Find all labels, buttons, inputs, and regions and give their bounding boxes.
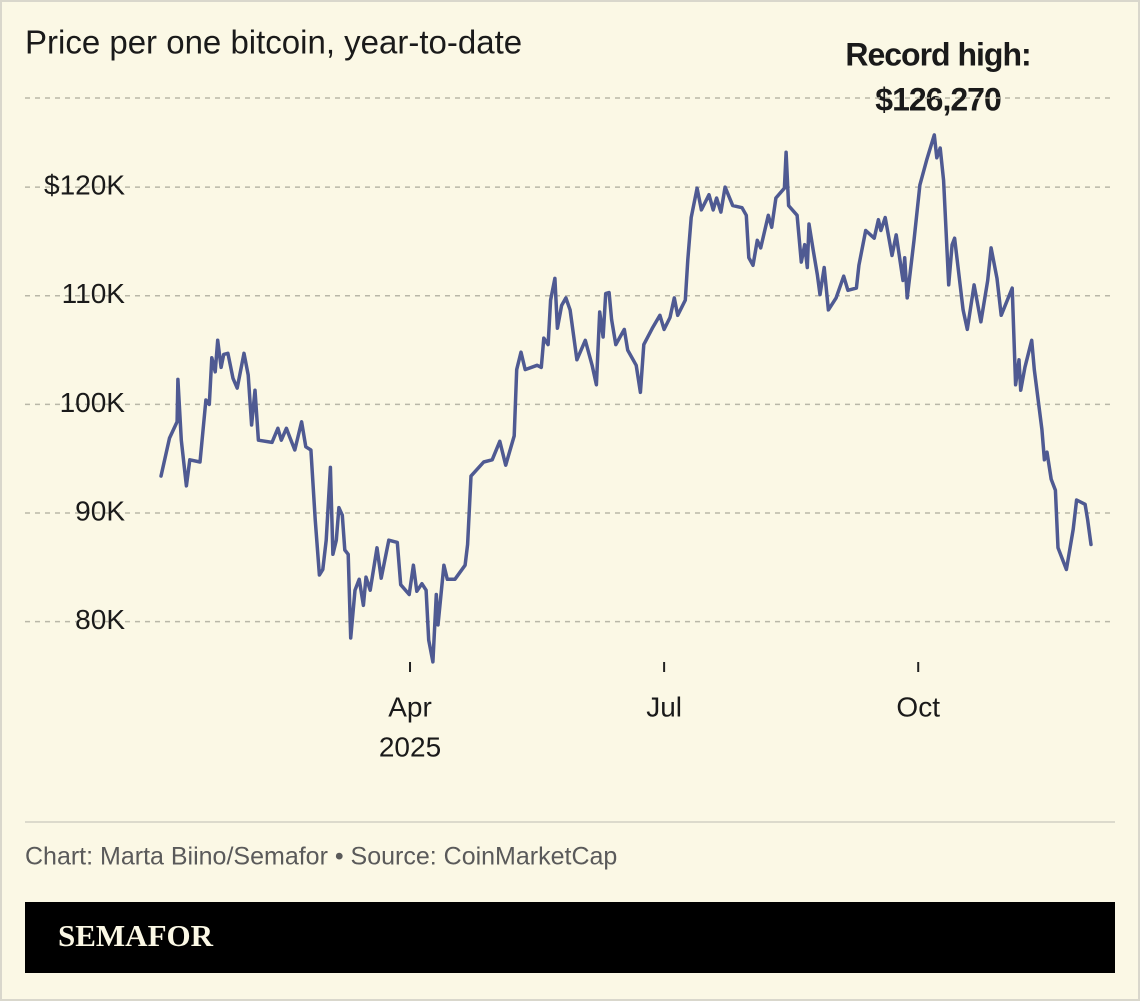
x-tick-label: Jul: [646, 691, 682, 722]
x-tick-label: Oct: [896, 691, 940, 722]
x-year-label: 2025: [379, 731, 441, 762]
chart-title: Price per one bitcoin, year-to-date: [25, 24, 522, 61]
brand-bar: [25, 902, 1115, 973]
y-tick-label: 90K: [75, 495, 125, 526]
price-line: [159, 133, 1093, 664]
y-tick-label: 80K: [75, 604, 125, 635]
y-tick-label: $120K: [44, 169, 125, 200]
y-tick-label: 100K: [60, 387, 126, 418]
x-tick-label: Apr: [388, 691, 432, 722]
annotation: Record high:: [845, 36, 1030, 72]
brand: SEMAFOR: [58, 918, 214, 953]
y-tick-label: 110K: [62, 278, 126, 309]
annotation: $126,270: [875, 81, 1001, 117]
source-note: Chart: Marta Biino/Semafor • Source: Coi…: [25, 843, 617, 871]
